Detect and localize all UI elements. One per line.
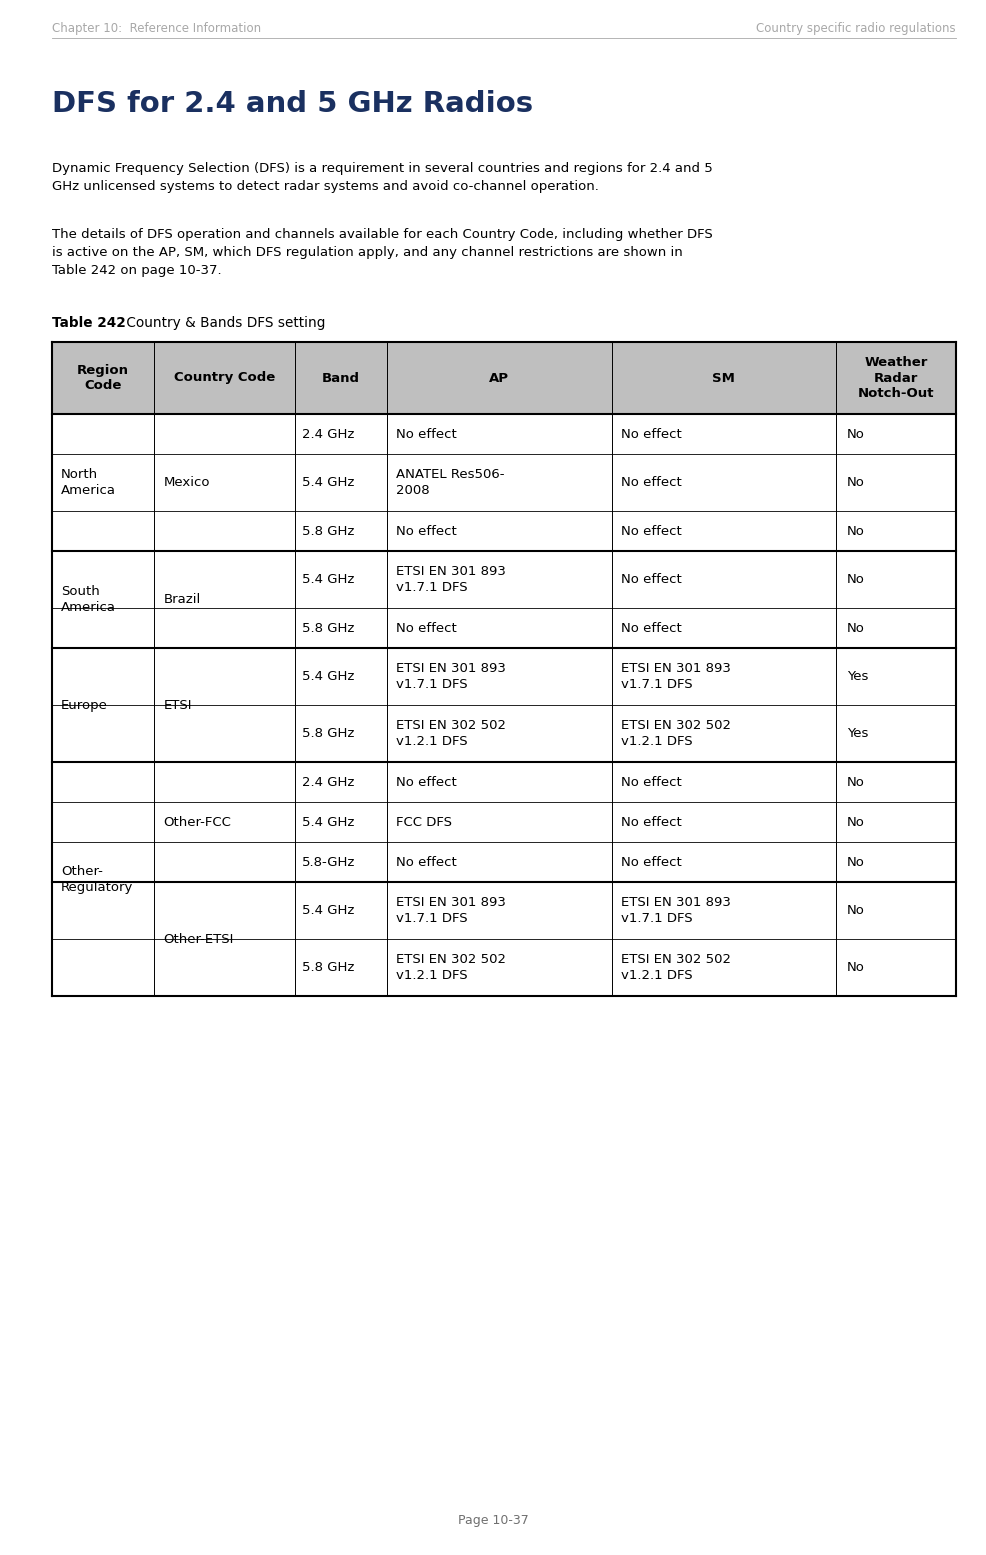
- Text: Page 10-37: Page 10-37: [458, 1515, 528, 1527]
- Text: No effect: No effect: [620, 428, 681, 440]
- Text: SM: SM: [712, 372, 736, 384]
- Text: No: No: [847, 815, 865, 829]
- Text: Table 242: Table 242: [52, 316, 126, 330]
- Text: No effect: No effect: [620, 855, 681, 869]
- Text: 5.4 GHz: 5.4 GHz: [302, 903, 354, 917]
- Text: 5.4 GHz: 5.4 GHz: [302, 572, 354, 586]
- Text: No effect: No effect: [620, 815, 681, 829]
- Text: 5.4 GHz: 5.4 GHz: [302, 670, 354, 683]
- Text: Mexico: Mexico: [164, 476, 210, 488]
- Text: FCC DFS: FCC DFS: [396, 815, 453, 829]
- Text: No: No: [847, 428, 865, 440]
- Text: Dynamic Frequency Selection (DFS) is a requirement in several countries and regi: Dynamic Frequency Selection (DFS) is a r…: [52, 162, 713, 193]
- Text: ETSI: ETSI: [164, 698, 192, 712]
- Text: North
America: North America: [61, 468, 116, 498]
- Text: 5.4 GHz: 5.4 GHz: [302, 476, 354, 488]
- Text: No effect: No effect: [396, 428, 457, 440]
- Text: No effect: No effect: [620, 622, 681, 634]
- Text: No effect: No effect: [396, 524, 457, 538]
- Text: No: No: [847, 961, 865, 973]
- Text: ETSI EN 301 893
v1.7.1 DFS: ETSI EN 301 893 v1.7.1 DFS: [620, 662, 731, 690]
- Text: ANATEL Res506-
2008: ANATEL Res506- 2008: [396, 468, 505, 498]
- Text: 5.4 GHz: 5.4 GHz: [302, 815, 354, 829]
- Text: Band: Band: [322, 372, 360, 384]
- Text: ETSI EN 302 502
v1.2.1 DFS: ETSI EN 302 502 v1.2.1 DFS: [396, 953, 506, 983]
- Text: ETSI EN 301 893
v1.7.1 DFS: ETSI EN 301 893 v1.7.1 DFS: [396, 896, 506, 925]
- Text: Brazil: Brazil: [164, 592, 200, 606]
- Text: No effect: No effect: [620, 476, 681, 488]
- Text: No effect: No effect: [620, 776, 681, 788]
- Text: No: No: [847, 855, 865, 869]
- Text: Country & Bands DFS setting: Country & Bands DFS setting: [122, 316, 325, 330]
- Text: 5.8 GHz: 5.8 GHz: [302, 524, 354, 538]
- Text: 2.4 GHz: 2.4 GHz: [302, 776, 354, 788]
- Text: No: No: [847, 622, 865, 634]
- Text: Yes: Yes: [847, 728, 868, 740]
- Text: Chapter 10:  Reference Information: Chapter 10: Reference Information: [52, 22, 261, 36]
- Text: ETSI EN 301 893
v1.7.1 DFS: ETSI EN 301 893 v1.7.1 DFS: [396, 662, 506, 690]
- Text: Region
Code: Region Code: [77, 364, 129, 392]
- Text: ETSI EN 301 893
v1.7.1 DFS: ETSI EN 301 893 v1.7.1 DFS: [620, 896, 731, 925]
- Bar: [52, 342, 956, 414]
- Text: No: No: [847, 903, 865, 917]
- Text: The details of DFS operation and channels available for each Country Code, inclu: The details of DFS operation and channel…: [52, 229, 713, 277]
- Text: AP: AP: [489, 372, 510, 384]
- Text: 5.8-GHz: 5.8-GHz: [302, 855, 355, 869]
- Text: No effect: No effect: [396, 855, 457, 869]
- Text: No effect: No effect: [620, 524, 681, 538]
- Text: No: No: [847, 572, 865, 586]
- Text: Europe: Europe: [61, 698, 107, 712]
- Text: Other-
Regulatory: Other- Regulatory: [61, 865, 133, 894]
- Text: No: No: [847, 776, 865, 788]
- Text: 2.4 GHz: 2.4 GHz: [302, 428, 354, 440]
- Text: ETSI EN 301 893
v1.7.1 DFS: ETSI EN 301 893 v1.7.1 DFS: [396, 564, 506, 594]
- Text: Weather
Radar
Notch-Out: Weather Radar Notch-Out: [858, 356, 934, 400]
- Text: Yes: Yes: [847, 670, 868, 683]
- Text: No effect: No effect: [396, 776, 457, 788]
- Text: 5.8 GHz: 5.8 GHz: [302, 961, 354, 973]
- Text: No effect: No effect: [396, 622, 457, 634]
- Text: Other-FCC: Other-FCC: [164, 815, 231, 829]
- Text: No effect: No effect: [620, 572, 681, 586]
- Text: Country specific radio regulations: Country specific radio regulations: [756, 22, 956, 36]
- Text: DFS for 2.4 and 5 GHz Radios: DFS for 2.4 and 5 GHz Radios: [52, 90, 533, 118]
- Text: 5.8 GHz: 5.8 GHz: [302, 622, 354, 634]
- Text: No: No: [847, 476, 865, 488]
- Text: ETSI EN 302 502
v1.2.1 DFS: ETSI EN 302 502 v1.2.1 DFS: [620, 953, 731, 983]
- Text: Country Code: Country Code: [175, 372, 275, 384]
- Text: No: No: [847, 524, 865, 538]
- Text: ETSI EN 302 502
v1.2.1 DFS: ETSI EN 302 502 v1.2.1 DFS: [396, 718, 506, 748]
- Text: Other-ETSI: Other-ETSI: [164, 933, 234, 945]
- Text: 5.8 GHz: 5.8 GHz: [302, 728, 354, 740]
- Text: ETSI EN 302 502
v1.2.1 DFS: ETSI EN 302 502 v1.2.1 DFS: [620, 718, 731, 748]
- Text: South
America: South America: [61, 585, 116, 614]
